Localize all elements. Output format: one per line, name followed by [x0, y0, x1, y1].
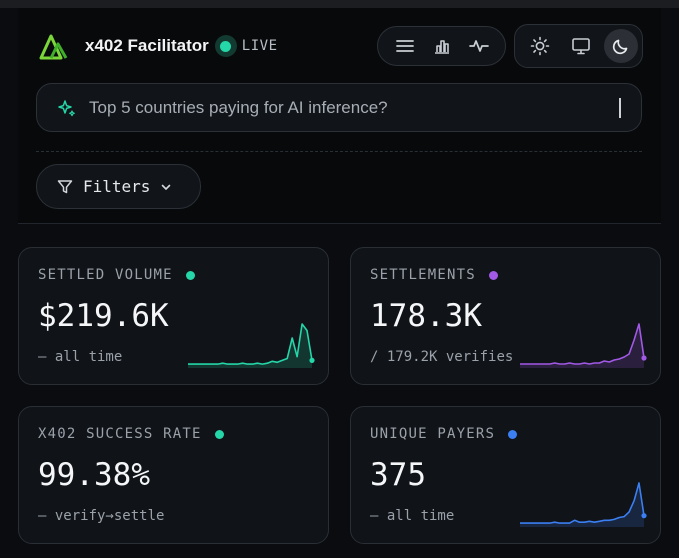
- filters-button[interactable]: Filters: [36, 164, 201, 209]
- header-panel: x402 Facilitator LIVE Top 5 countries pa: [18, 8, 661, 224]
- stat-card-settlements[interactable]: SETTLEMENTS 178.3K / 179.2K verifies: [350, 247, 661, 385]
- card-subtext: — verify→settle: [38, 508, 165, 524]
- card-value: 99.38%: [38, 457, 150, 493]
- stat-card-settled-volume[interactable]: SETTLED VOLUME $219.6K — all time: [18, 247, 329, 385]
- sparkline-endpoint: [309, 357, 315, 363]
- status-dot-icon: [214, 429, 224, 439]
- sparkline-endpoint: [641, 355, 647, 361]
- status-dot-icon: [185, 270, 195, 280]
- filters-label: Filters: [83, 177, 151, 196]
- brand[interactable]: x402 Facilitator LIVE: [38, 32, 278, 60]
- text-caret: [619, 98, 621, 118]
- sun-icon[interactable]: [523, 29, 557, 63]
- status-dot-icon: [508, 429, 518, 439]
- sparkline-line: [188, 323, 313, 365]
- sparkline-line: [520, 482, 645, 524]
- sparkline-endpoint: [641, 513, 647, 519]
- card-value: 178.3K: [370, 298, 482, 334]
- view-toolbar: [377, 26, 506, 66]
- card-label: SETTLEMENTS: [370, 267, 476, 283]
- moon-icon[interactable]: [604, 29, 638, 63]
- search-input[interactable]: Top 5 countries paying for AI inference?: [89, 97, 388, 117]
- bar-chart-icon[interactable]: [429, 33, 455, 59]
- triangle-logo-icon: [39, 34, 68, 60]
- card-subtext-unit: verifies: [445, 349, 514, 365]
- stat-card-success-rate[interactable]: X402 SUCCESS RATE 99.38% — verify→settle: [18, 406, 329, 544]
- filter-icon: [57, 179, 73, 193]
- live-label: LIVE: [241, 38, 278, 54]
- sparkle-icon: [58, 99, 75, 116]
- sparkline-area: [188, 324, 312, 368]
- card-value: $219.6K: [38, 298, 169, 334]
- card-subtext-count: / 179.2K: [370, 349, 438, 365]
- chevron-down-icon: [162, 184, 171, 190]
- sparkline: [188, 323, 315, 368]
- card-label: SETTLED VOLUME: [38, 267, 173, 283]
- sparkline: [520, 482, 647, 527]
- card-value: 375: [370, 457, 426, 493]
- stat-card-unique-payers[interactable]: UNIQUE PAYERS 375 — all time: [350, 406, 661, 544]
- monitor-icon[interactable]: [564, 29, 598, 63]
- theme-switcher: [514, 24, 643, 68]
- menu-icon[interactable]: [392, 33, 418, 59]
- card-subtext: / 179.2K verifies: [370, 349, 513, 365]
- status-dot-icon: [488, 270, 498, 280]
- app-title: x402 Facilitator: [85, 36, 209, 55]
- divider: [36, 151, 642, 152]
- search-bar[interactable]: Top 5 countries paying for AI inference?: [36, 83, 642, 132]
- window-top-strip: [0, 0, 679, 8]
- card-subtext: — all time: [38, 349, 123, 365]
- card-label: X402 SUCCESS RATE: [38, 426, 202, 442]
- sparkline-line: [520, 323, 645, 365]
- sparkline-area: [520, 483, 644, 527]
- card-label: UNIQUE PAYERS: [370, 426, 496, 442]
- card-subtext: — all time: [370, 508, 455, 524]
- sparkline-area: [520, 324, 644, 368]
- activity-icon[interactable]: [466, 33, 492, 59]
- live-indicator-icon: [214, 35, 237, 57]
- sparkline: [520, 323, 647, 368]
